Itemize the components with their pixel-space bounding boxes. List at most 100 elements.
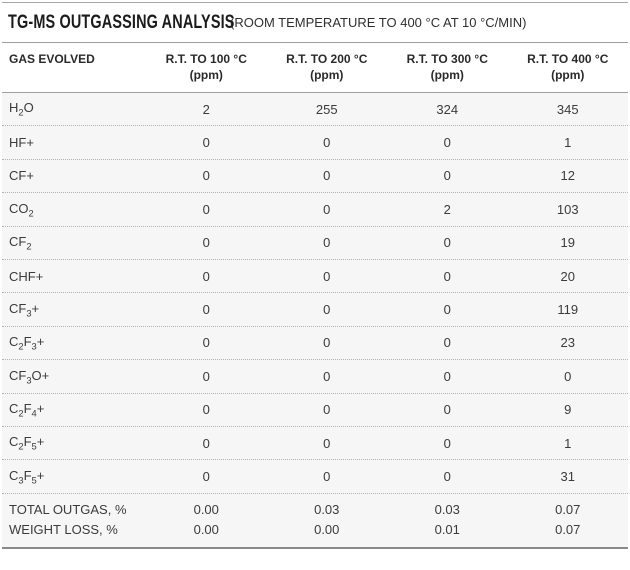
- summary-value-cell: 0.03: [434, 502, 460, 518]
- gas-text: F: [23, 334, 32, 350]
- table-row: C3F5+ 0 0 0 31: [2, 460, 628, 494]
- gas-subscript: 5: [31, 441, 37, 452]
- gas-text: +: [31, 300, 40, 316]
- value-cell: 0: [323, 368, 331, 384]
- column-header-gas: GAS EVOLVED: [9, 52, 95, 66]
- value-cell: 0: [323, 335, 331, 351]
- value-cell: 1: [564, 435, 572, 451]
- gas-text: CO: [9, 200, 29, 216]
- gas-text: F: [23, 434, 32, 450]
- value-cell: 0: [202, 135, 210, 151]
- table-summary: TOTAL OUTGAS, % 0.00 0.03 0.03 0.07 WEIGHT …: [2, 493, 628, 547]
- gas-name: C2F3+: [2, 334, 146, 352]
- value-cell: 0: [202, 268, 210, 284]
- gas-text: +: [36, 467, 45, 483]
- top-divider: [2, 2, 628, 3]
- gas-subscript: 2: [18, 341, 24, 352]
- summary-row: TOTAL OUTGAS, % 0.00 0.03 0.03 0.07: [2, 500, 628, 520]
- gas-text: O+: [31, 367, 50, 383]
- column-header-label: R.T. TO 100 °C: [165, 52, 247, 66]
- value-cell: 0: [323, 168, 331, 184]
- gas-name: CF3+: [2, 301, 146, 319]
- value-cell: 255: [315, 101, 338, 117]
- value-cell: 324: [436, 101, 459, 117]
- value-cell: 0: [202, 335, 210, 351]
- value-cell: 0: [202, 402, 210, 418]
- value-cell: 0: [443, 335, 451, 351]
- gas-text: +: [36, 334, 45, 350]
- value-cell: 0: [202, 235, 210, 251]
- gas-text: CF+: [9, 168, 34, 184]
- gas-name: C2F5+: [2, 434, 146, 452]
- gas-text: +: [36, 400, 45, 416]
- summary-value-cell: 0.00: [193, 502, 219, 518]
- value-cell: 0: [202, 201, 210, 217]
- gas-subscript: 3: [18, 475, 24, 486]
- value-cell: 12: [560, 168, 575, 184]
- value-cell: 119: [557, 302, 579, 318]
- summary-value-cell: 0.07: [555, 522, 581, 538]
- value-cell: 0: [323, 302, 331, 318]
- page-title-wrap: TG-MS OUTGASSING ANALYSIS: [8, 12, 234, 34]
- column-header-label: R.T. TO 400 °C: [527, 52, 609, 66]
- gas-name: C2F4+: [2, 401, 146, 419]
- table-row: C2F4+ 0 0 0 9: [2, 394, 628, 427]
- gas-name: C3F5+: [2, 468, 146, 486]
- value-cell: 0: [202, 368, 210, 384]
- gas-text: +: [36, 434, 45, 450]
- summary-label: TOTAL OUTGAS, %: [9, 502, 127, 518]
- value-cell: 0: [443, 235, 451, 251]
- table-row: CF+ 0 0 0 12: [2, 160, 628, 194]
- gas-subscript: 3: [31, 341, 37, 352]
- value-cell: 2: [443, 201, 451, 217]
- value-cell: 0: [443, 268, 451, 284]
- value-cell: 1: [564, 135, 572, 151]
- value-cell: 0: [323, 435, 331, 451]
- column-header-rt100: R.T. TO 100 °C (ppm): [146, 51, 267, 83]
- value-cell: 0: [202, 435, 210, 451]
- page: TG-MS OUTGASSING ANALYSIS (ROOM TEMPERAT…: [2, 2, 628, 549]
- value-cell: 0: [323, 468, 331, 484]
- value-cell: 0: [323, 235, 331, 251]
- gas-subscript: 2: [18, 441, 24, 452]
- summary-value-cell: 0.01: [434, 522, 460, 538]
- gas-name: CO2: [2, 201, 146, 219]
- outgassing-table: GAS EVOLVED R.T. TO 100 °C (ppm) R.T. TO…: [2, 42, 628, 549]
- gas-subscript: 2: [18, 107, 24, 118]
- gas-text: CF: [9, 300, 27, 316]
- table-row: CF2 0 0 0 19: [2, 227, 628, 260]
- gas-text: H: [9, 100, 19, 116]
- gas-subscript: 2: [18, 408, 24, 419]
- summary-label: WEIGHT LOSS, %: [9, 522, 118, 538]
- gas-name: HF+: [2, 135, 146, 150]
- value-cell: 23: [560, 335, 575, 351]
- value-cell: 0: [202, 302, 210, 318]
- table-header-row: GAS EVOLVED R.T. TO 100 °C (ppm) R.T. TO…: [2, 43, 628, 93]
- column-header-unit: (ppm): [551, 68, 585, 82]
- gas-text: F: [23, 400, 32, 416]
- column-header-unit: (ppm): [310, 68, 344, 82]
- gas-text: HF+: [9, 135, 34, 151]
- summary-value-cell: 0.00: [314, 522, 340, 538]
- value-cell: 0: [443, 468, 451, 484]
- value-cell: 20: [560, 268, 575, 284]
- gas-text: C: [9, 434, 19, 450]
- gas-text: CF: [9, 367, 27, 383]
- column-header-label: R.T. TO 200 °C: [286, 52, 368, 66]
- value-cell: 0: [443, 402, 451, 418]
- value-cell: 0: [443, 135, 451, 151]
- gas-subscript: 3: [26, 308, 32, 319]
- gas-name: CF3O+: [2, 368, 146, 386]
- value-cell: 9: [564, 402, 572, 418]
- value-cell: 0: [202, 468, 210, 484]
- summary-row: WEIGHT LOSS, % 0.00 0.00 0.01 0.07: [2, 520, 628, 540]
- gas-name: CF2: [2, 234, 146, 252]
- column-header-label: R.T. TO 300 °C: [406, 52, 488, 66]
- table-row: CO2 0 0 2 103: [2, 193, 628, 227]
- gas-name: CHF+: [2, 269, 146, 284]
- title-band: TG-MS OUTGASSING ANALYSIS (ROOM TEMPERAT…: [2, 3, 628, 42]
- column-header-rt200: R.T. TO 200 °C (ppm): [267, 51, 388, 83]
- value-cell: 345: [556, 101, 579, 117]
- table-row: CHF+ 0 0 0 20: [2, 260, 628, 294]
